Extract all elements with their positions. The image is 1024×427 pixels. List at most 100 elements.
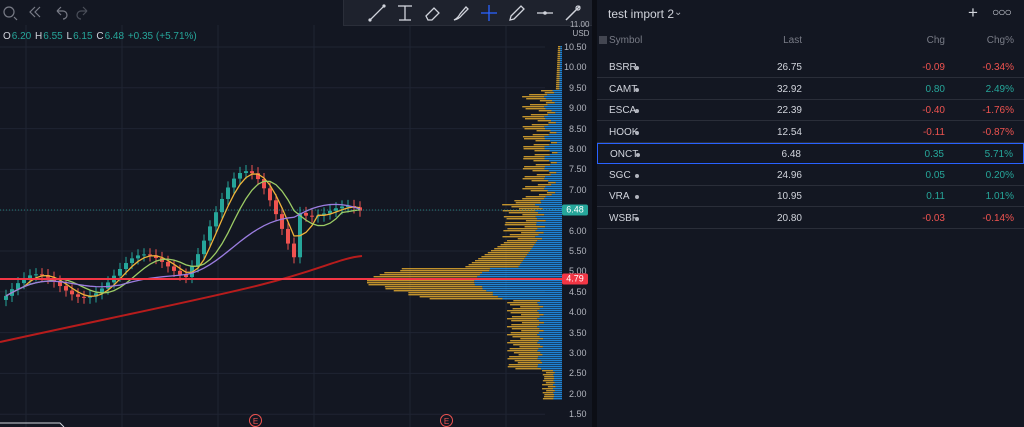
volume-profile-bar <box>553 392 562 394</box>
volume-profile-bar <box>540 352 562 354</box>
volume-profile-bar <box>524 128 546 130</box>
chart-pane[interactable]: O6.20 H6.55 L6.15 C6.48 +0.35 (+5.71%) 1… <box>0 0 592 427</box>
watchlist-row-wsbf[interactable]: WSBF 20.80 -0.03 -0.14% <box>597 208 1024 229</box>
candle-body <box>358 207 362 211</box>
brush-icon[interactable] <box>450 2 472 24</box>
volume-profile-bar <box>543 330 562 332</box>
volume-profile-bar <box>538 234 562 236</box>
volume-profile-bar <box>553 378 562 380</box>
volume-profile-bar <box>545 372 555 374</box>
volume-profile-bar <box>537 318 562 320</box>
volume-profile-bar <box>419 296 498 298</box>
earnings-event-badge[interactable]: E <box>249 414 262 427</box>
open-label: O <box>3 31 11 42</box>
volume-profile-bar <box>536 174 551 176</box>
trend-line-icon[interactable] <box>366 2 388 24</box>
pane-divider[interactable] <box>592 0 597 427</box>
column-chg[interactable]: Chg <box>926 35 945 46</box>
candle-body <box>118 269 122 276</box>
rewind-icon[interactable] <box>26 3 44 21</box>
volume-profile-bar <box>512 308 540 310</box>
magic-brush-icon[interactable] <box>562 2 584 24</box>
redo-icon[interactable] <box>74 3 92 21</box>
volume-profile-bar <box>522 198 545 200</box>
price-chart[interactable] <box>0 0 592 427</box>
column-last[interactable]: Last <box>783 35 802 46</box>
volume-profile-bar <box>542 384 554 386</box>
more-options-icon[interactable]: ○○○ <box>992 5 1012 19</box>
volume-profile-bar <box>522 168 545 170</box>
crosshair-icon[interactable] <box>478 2 500 24</box>
volume-profile-bar <box>400 270 490 272</box>
volume-profile-bar <box>553 370 562 372</box>
horizontal-line-icon[interactable] <box>534 2 556 24</box>
earnings-event-badge[interactable]: E <box>440 414 453 427</box>
volume-profile-bar <box>523 158 545 160</box>
status-dot-icon <box>635 130 639 135</box>
volume-profile-bar <box>519 264 562 266</box>
candle-body <box>250 171 254 174</box>
watchlist-row-camt[interactable]: CAMT 32.92 0.80 2.49% <box>597 79 1024 100</box>
crosshair-settings-icon[interactable] <box>0 3 18 21</box>
volume-profile-bar <box>555 88 560 90</box>
fib-tool-icon[interactable] <box>394 2 416 24</box>
watchlist-title[interactable]: test import 2 <box>608 7 675 21</box>
volume-profile-bar <box>555 122 562 124</box>
volume-profile-bar <box>542 380 554 382</box>
volume-profile-bar <box>539 320 562 322</box>
row-symbol: SGC <box>609 169 631 181</box>
volume-profile-bar <box>523 156 545 158</box>
row-symbol: HOOK <box>609 126 639 138</box>
volume-profile-bar <box>556 76 560 78</box>
volume-profile-bar <box>556 80 560 82</box>
watchlist-row-esca[interactable]: ESCA 22.39 -0.40 -1.76% <box>597 100 1024 121</box>
watchlist-row-onct[interactable]: ONCT 6.48 0.35 5.71% <box>597 143 1024 164</box>
volume-profile-bar <box>535 230 562 232</box>
add-symbol-icon[interactable]: + <box>968 3 978 22</box>
volume-profile-bar <box>544 178 562 180</box>
volume-profile-bar <box>518 208 543 210</box>
volume-profile-bar <box>539 316 562 318</box>
volume-profile-bar <box>532 134 549 136</box>
pencil-icon[interactable] <box>506 2 528 24</box>
volume-profile-bar <box>538 312 562 314</box>
volume-profile-bar <box>545 118 562 120</box>
volume-profile-bar <box>500 244 535 246</box>
column-settings-icon[interactable] <box>599 36 607 44</box>
moving-average-line <box>5 173 361 297</box>
candle-body <box>130 258 134 264</box>
chevron-down-icon[interactable]: ⌄ <box>674 7 683 18</box>
current-price-tag: 6.48 <box>562 204 588 216</box>
candle-body <box>268 188 272 201</box>
volume-profile-bar <box>535 242 562 244</box>
watchlist-row-hook[interactable]: HOOK 12.54 -0.11 -0.87% <box>597 122 1024 143</box>
volume-profile-bar <box>539 100 553 102</box>
volume-profile-bar <box>492 294 562 296</box>
eraser-icon[interactable] <box>422 2 444 24</box>
price-axis-tick: 2.50 <box>569 368 587 379</box>
chart-grid <box>0 25 545 427</box>
watchlist-row-vra[interactable]: VRA 10.95 0.11 1.01% <box>597 186 1024 207</box>
volume-profile-bar <box>524 176 546 178</box>
price-axis-tick: 8.00 <box>569 144 587 154</box>
watchlist-row-sgc[interactable]: SGC 24.96 0.05 0.20% <box>597 165 1024 186</box>
undo-icon[interactable] <box>52 3 70 21</box>
selection-corner <box>0 422 65 427</box>
volume-profile-bar <box>537 184 552 186</box>
watchlist-panel: test import 2 ⌄ + ○○○ Symbol Last Chg Ch… <box>597 0 1024 427</box>
column-symbol[interactable]: Symbol <box>609 35 643 46</box>
candle-body <box>154 255 158 259</box>
volume-profile-bar <box>522 136 545 138</box>
column-chgp[interactable]: Chg% <box>986 35 1014 46</box>
volume-profile-bar <box>522 106 545 108</box>
volume-profile-bar <box>542 398 554 400</box>
volume-profile-bar <box>522 96 545 98</box>
volume-profile-bar <box>550 140 562 142</box>
volume-profile-bar <box>482 288 562 290</box>
volume-profile-bar <box>542 238 562 240</box>
volume-profile-bar <box>507 318 538 320</box>
price-axis-tick: 3.00 <box>569 348 587 358</box>
watchlist-row-bsrr[interactable]: BSRR 26.75 -0.09 -0.34% <box>597 57 1024 78</box>
volume-profile-bar <box>559 62 562 64</box>
volume-profile-bar <box>537 326 562 328</box>
